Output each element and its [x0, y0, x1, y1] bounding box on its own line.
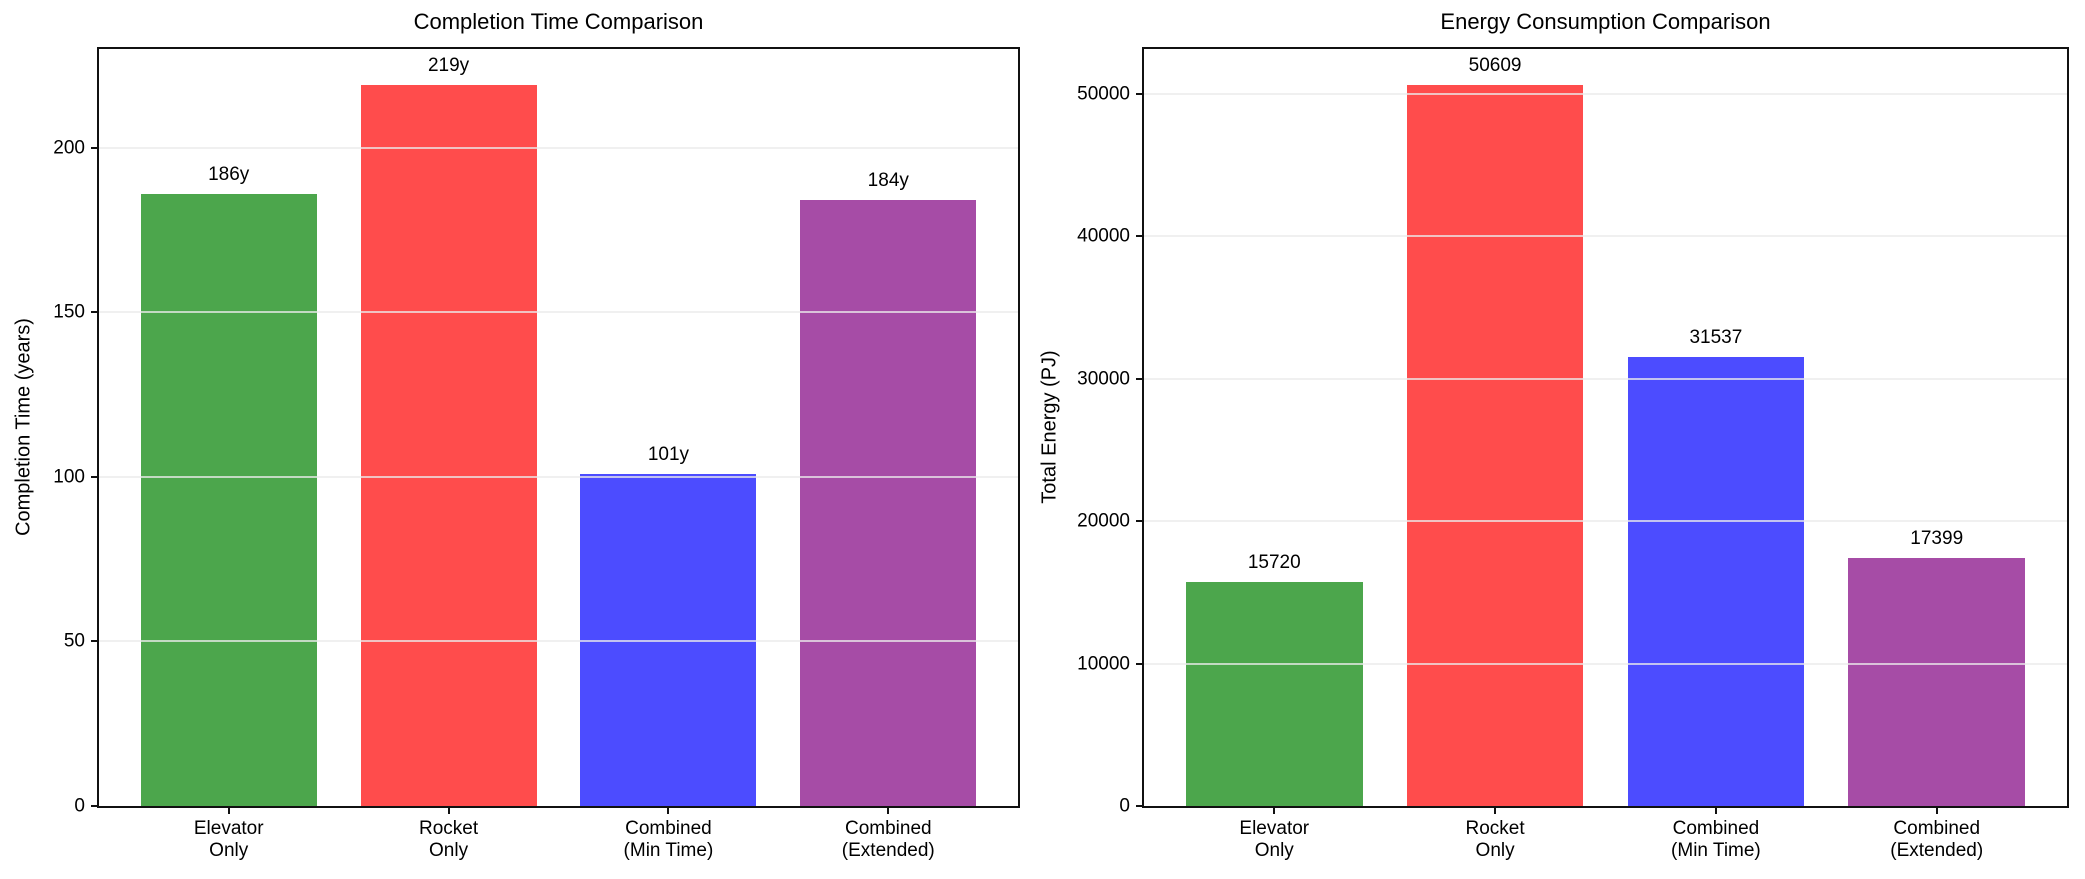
- bar-value-label: 31537: [1689, 326, 1743, 348]
- y-tick-mark: [91, 640, 99, 643]
- bar-value-label: 219y: [427, 55, 470, 77]
- x-tick-label: Combined (Extended): [841, 818, 935, 862]
- y-gridline: [99, 311, 1018, 314]
- bar-combined-min-time: [580, 473, 757, 806]
- bar-combined-extended: [800, 200, 977, 806]
- bar-rocket-only: [1406, 85, 1584, 806]
- x-tick-mark: [1714, 806, 1717, 814]
- x-tick-mark: [887, 806, 890, 814]
- bar-value-label: 184y: [867, 170, 909, 192]
- chart-title: Energy Consumption Comparison: [1440, 9, 1771, 34]
- x-tick-label: Combined (Min Time): [623, 818, 714, 862]
- y-tick-label: 50: [63, 630, 85, 652]
- y-tick-label: 30000: [1077, 368, 1130, 390]
- y-tick-label: 100: [53, 466, 85, 488]
- y-tick-label: 40000: [1077, 225, 1130, 247]
- x-tick-mark: [227, 806, 230, 814]
- bar-value-label: 50609: [1468, 55, 1522, 77]
- bar-value-label: 15720: [1247, 552, 1301, 574]
- bar-value-label: 101y: [647, 443, 690, 465]
- bar-rocket-only: [360, 85, 537, 806]
- y-tick-label: 20000: [1077, 510, 1130, 532]
- y-tick-mark: [1136, 662, 1144, 665]
- y-tick-mark: [1136, 805, 1144, 807]
- y-gridline: [99, 146, 1018, 149]
- x-tick-mark: [667, 806, 670, 814]
- y-tick-label: 0: [1119, 795, 1130, 817]
- x-tick-mark: [1273, 806, 1276, 814]
- y-tick-mark: [91, 805, 99, 807]
- y-gridline: [99, 640, 1018, 643]
- x-tick-label: Rocket Only: [418, 818, 479, 862]
- chart-title: Completion Time Comparison: [413, 9, 704, 34]
- bar-value-label: 17399: [1910, 528, 1964, 550]
- y-tick-mark: [91, 311, 99, 314]
- y-tick-label: 50000: [1077, 83, 1130, 105]
- x-tick-label: Combined (Extended): [1890, 818, 1984, 862]
- y-tick-mark: [1136, 377, 1144, 380]
- y-gridline: [1144, 92, 2067, 95]
- completion-time-chart: Completion Time Comparison Completion Ti…: [0, 0, 1042, 879]
- x-tick-label: Elevator Only: [193, 818, 264, 862]
- y-gridline: [1144, 235, 2067, 238]
- y-tick-mark: [1136, 520, 1144, 523]
- plot-area: 0 50 100 150 200 186y Elevator Only 219y Rocket …: [53, 47, 1020, 861]
- x-tick-label: Elevator Only: [1239, 818, 1310, 862]
- x-tick-label: Combined (Min Time): [1671, 818, 1761, 862]
- bar-elevator-only: [1185, 582, 1363, 806]
- y-gridline: [1144, 520, 2067, 523]
- bar-value-label: 186y: [208, 163, 250, 185]
- y-axis-label: Total Energy (PJ): [1038, 350, 1061, 504]
- x-tick-mark: [447, 806, 450, 814]
- bar-combined-min-time: [1627, 356, 1805, 806]
- bar-elevator-only: [140, 193, 317, 806]
- y-tick-label: 10000: [1077, 653, 1130, 675]
- y-tick-mark: [1136, 235, 1144, 238]
- y-gridline: [1144, 662, 2067, 665]
- y-gridline: [99, 475, 1018, 478]
- bar-combined-extended: [1848, 558, 2026, 806]
- x-tick-mark: [1494, 806, 1497, 814]
- y-axis-label: Completion Time (years): [12, 318, 35, 536]
- y-tick-label: 150: [53, 301, 85, 323]
- x-tick-label: Rocket Only: [1465, 818, 1525, 862]
- plot-area: 0 10000 20000 30000 40000 50000 15720 Elevator …: [1077, 47, 2069, 861]
- y-tick-label: 200: [53, 137, 85, 159]
- y-tick-label: 0: [74, 795, 85, 817]
- y-gridline: [1144, 377, 2067, 380]
- energy-consumption-chart: Energy Consumption Comparison Total Ener…: [1038, 0, 2084, 879]
- y-tick-mark: [91, 475, 99, 478]
- x-tick-mark: [1935, 806, 1938, 814]
- y-tick-mark: [91, 146, 99, 149]
- y-tick-mark: [1136, 92, 1144, 95]
